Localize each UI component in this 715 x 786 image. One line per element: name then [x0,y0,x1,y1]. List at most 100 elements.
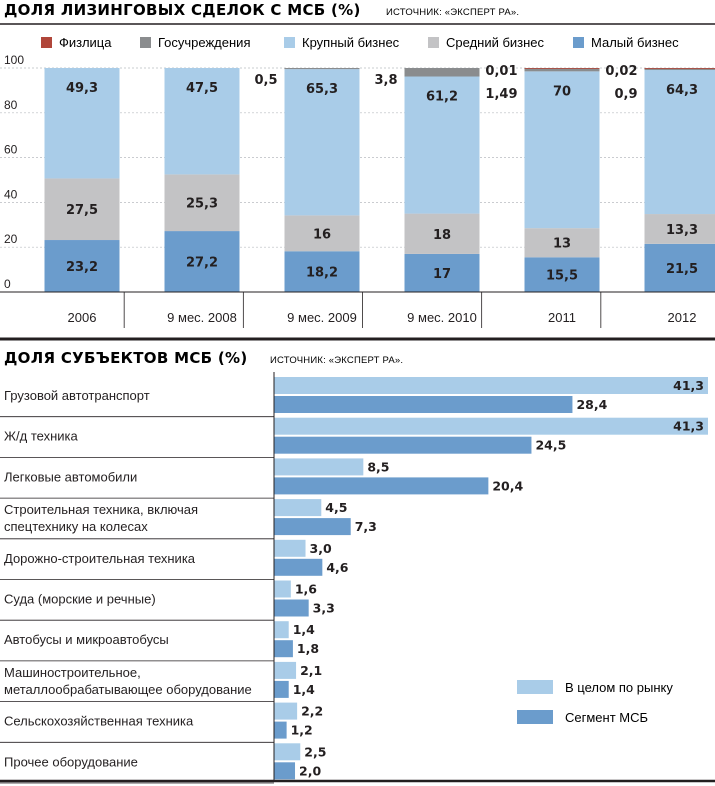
legend-label-gos: Госучреждения [158,35,250,50]
bar-segment-large [164,68,240,175]
bar-value-label: 1,6 [295,582,317,597]
chart1-bars: 23,2 27,5 49,3 27,2 25,3 47,5 18,2 16 65,3 0,5 17 1… [44,64,715,292]
bar-segment-large [284,69,360,216]
bar-market [274,743,301,761]
bar-value-label: 27,2 [186,256,218,271]
bar-value-label: 18,2 [306,266,338,281]
y-tick-label: 20 [4,232,18,246]
bar-segment-large [524,71,600,229]
bar-value-label: 13,3 [666,223,698,238]
bar-msb [274,680,289,698]
bar-market [274,661,297,679]
category-label: Легковые автомобили [4,469,137,484]
category-label: Суда (морские и речные) [4,592,156,607]
bar-value-label: 18 [433,228,451,243]
bar-segment-gos [404,68,480,77]
bar-msb [274,762,296,780]
bar-msb [274,599,309,617]
bar-value-label: 2,2 [301,704,323,719]
category-label: Дорожно-строительная техника [4,551,196,566]
legend-swatch-medium [428,37,439,48]
category-label: Строительная техника, включая [4,502,198,517]
bar-segment-small [644,243,715,292]
chart2-legend: В целом по рынку Сегмент МСБ [517,680,673,725]
category-label: Автобусы и микроавтобусы [4,632,169,647]
bar-msb [274,396,573,413]
bar-segment-gos [644,68,715,71]
bar-segment-large [404,76,480,214]
legend-label-fizlica: Физлица [59,35,112,50]
y-tick-label: 100 [4,53,24,67]
bar-msb [274,436,532,454]
bar-msb [274,558,323,576]
bar-value-label: 49,3 [66,81,98,96]
bar-value-label: 20,4 [492,478,523,493]
chart1-legend: Физлица Госучреждения Крупный бизнес Сре… [41,35,679,50]
bar-value-label: 1,49 [485,87,517,102]
bar-value-label: 0,9 [614,87,637,102]
bar-value-label: 1,4 [293,682,315,697]
bar-value-label: 24,5 [535,438,566,453]
legend-swatch-msb [517,710,553,724]
legend-label-medium: Средний бизнес [446,35,545,50]
bar-value-label: 0,5 [254,73,277,88]
category-label: Сельскохозяйственная техника [4,714,194,729]
y-tick-label: 80 [4,98,18,112]
bar-value-label: 0,01 [485,64,517,79]
bar-market [274,499,322,517]
bar-value-label: 7,3 [355,519,377,534]
bar-market [274,539,306,557]
chart2-bars: 41,3 28,4 41,3 24,5 8,5 20,4 4,5 7,3 3,0 4,6 1,6 3,… [274,377,708,780]
x-category-label: 2011 [548,310,576,325]
bar-segment-large [644,70,715,215]
chart1-axis: 0 20 40 60 80 100 2006 9 мес. 2008 9 мес. 2009 9 … [0,53,715,328]
bar-msb [274,477,489,495]
category-label: Прочее оборудование [4,754,138,769]
category-label: Машиностроительное, [4,665,141,680]
bar-value-label: 1,2 [291,723,313,738]
bar-msb [274,721,287,739]
bar-market [274,417,708,435]
bar-market [274,621,289,639]
x-category-label: 9 мес. 2008 [167,310,237,325]
x-category-label: 9 мес. 2010 [407,310,477,325]
bar-value-label: 13 [553,237,571,252]
bar-segment-medium [524,228,600,258]
bar-market [274,580,291,598]
bar-segment-gos [524,68,600,72]
bar-segment-small [524,257,600,292]
bar-segment-large [44,68,120,179]
legend-swatch-gos [140,37,151,48]
bar-segment-medium [404,213,480,254]
bar-market [274,702,298,720]
bar-segment-medium [644,214,715,244]
bar-segment-fizlica [524,68,600,69]
chart2-categories: Грузовой автотранспорт Ж/д техника Легковы… [0,388,274,784]
bar-segment-small [404,253,480,292]
legend-label-market: В целом по рынку [565,680,673,695]
bar-msb [274,518,351,536]
legend-swatch-market [517,680,553,694]
bar-value-label: 27,5 [66,203,98,218]
bar-value-label: 41,3 [673,378,704,393]
bar-value-label: 3,8 [374,73,397,88]
x-category-label: 2006 [68,310,97,325]
bar-value-label: 41,3 [673,419,704,434]
bar-value-label: 25,3 [186,197,218,212]
bar-segment-medium [164,174,240,232]
bar-value-label: 0,02 [605,64,637,79]
chart1-title: ДОЛЯ ЛИЗИНГОВЫХ СДЕЛОК С МСБ (%) [4,1,361,19]
bar-segment-small [164,231,240,292]
category-label: Грузовой автотранспорт [4,388,150,403]
x-category-label: 2012 [668,310,697,325]
bar-value-label: 17 [433,267,451,282]
bar-value-label: 23,2 [66,260,98,275]
bar-value-label: 64,3 [666,83,698,98]
bar-segment-gos [284,68,360,70]
bar-value-label: 2,1 [300,663,322,678]
bar-segment-fizlica [644,68,715,69]
y-tick-label: 60 [4,143,18,157]
bar-value-label: 8,5 [367,459,389,474]
x-category-label: 9 мес. 2009 [287,310,357,325]
